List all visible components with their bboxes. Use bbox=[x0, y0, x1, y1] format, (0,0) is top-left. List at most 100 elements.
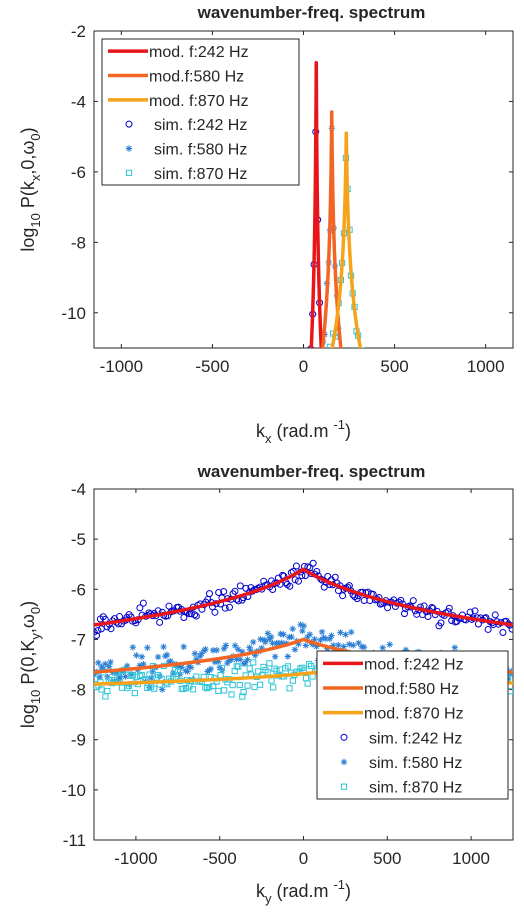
y-tick-label: -8 bbox=[71, 233, 86, 252]
data-point bbox=[363, 375, 368, 380]
legend-label: sim. f:242 Hz bbox=[154, 117, 247, 134]
data-point bbox=[206, 684, 213, 691]
data-point bbox=[306, 400, 311, 405]
data-point bbox=[299, 627, 306, 635]
data-point bbox=[371, 408, 376, 413]
data-point bbox=[235, 663, 242, 670]
data-point bbox=[156, 618, 164, 626]
data-point bbox=[308, 406, 313, 411]
data-point bbox=[297, 621, 304, 628]
data-point bbox=[288, 633, 295, 641]
data-point bbox=[313, 567, 321, 575]
data-point bbox=[250, 638, 257, 646]
data-point bbox=[320, 634, 327, 641]
data-point bbox=[364, 372, 369, 377]
data-point bbox=[289, 625, 296, 633]
data-point bbox=[304, 404, 310, 410]
data-point bbox=[324, 645, 331, 652]
data-point bbox=[385, 424, 390, 429]
data-point bbox=[236, 582, 244, 590]
data-point bbox=[286, 582, 294, 590]
data-point bbox=[250, 659, 257, 666]
data-point bbox=[226, 657, 233, 664]
legend-entry: mod.f:580 Hz bbox=[323, 681, 459, 698]
data-point bbox=[368, 382, 373, 387]
data-point bbox=[491, 611, 499, 619]
data-point bbox=[244, 656, 251, 663]
data-point bbox=[196, 652, 204, 660]
data-point bbox=[224, 659, 231, 667]
data-point bbox=[318, 628, 326, 636]
chart-1: -1000 -500 0 500 1000 -10 -8 -6 -4 -2 wavenumber-f… bbox=[18, 3, 514, 478]
legend-label: sim. f:580 Hz bbox=[154, 142, 247, 159]
data-point bbox=[137, 672, 144, 679]
data-point bbox=[377, 409, 382, 414]
data-point bbox=[301, 442, 307, 448]
data-point bbox=[291, 446, 296, 451]
data-point bbox=[313, 643, 320, 650]
data-point bbox=[506, 671, 513, 678]
legend-entry: mod. f:242 Hz bbox=[323, 656, 464, 673]
data-point bbox=[158, 686, 166, 693]
data-point bbox=[213, 646, 220, 654]
legend-label: sim. f:870 Hz bbox=[154, 166, 247, 183]
data-point bbox=[397, 455, 402, 460]
data-point bbox=[129, 644, 137, 651]
y-tick-label: -4 bbox=[71, 480, 86, 499]
data-point bbox=[140, 660, 147, 668]
data-point bbox=[215, 687, 222, 695]
data-point bbox=[394, 447, 399, 452]
x-tick-label: 500 bbox=[380, 357, 408, 376]
data-point bbox=[202, 684, 209, 691]
data-point bbox=[174, 668, 181, 675]
legend-label: mod.f:580 Hz bbox=[364, 681, 459, 698]
data-point bbox=[184, 668, 191, 675]
y-tick-label: -10 bbox=[61, 781, 86, 800]
data-point bbox=[425, 473, 430, 478]
data-point bbox=[292, 455, 298, 461]
data-point bbox=[286, 685, 293, 692]
data-point bbox=[286, 453, 291, 458]
data-point bbox=[187, 664, 195, 671]
data-point bbox=[146, 684, 153, 691]
data-point bbox=[387, 410, 392, 415]
data-point bbox=[322, 410, 328, 416]
legend-entry: mod. f:870 Hz bbox=[108, 93, 249, 110]
data-point bbox=[290, 442, 295, 447]
data-point bbox=[317, 398, 322, 403]
legend-entry: sim. f:580 Hz bbox=[340, 755, 462, 772]
data-point bbox=[409, 597, 417, 605]
data-point bbox=[348, 403, 354, 409]
legend-label: mod. f:870 Hz bbox=[149, 93, 249, 110]
data-point bbox=[113, 670, 120, 677]
data-point bbox=[116, 673, 124, 681]
data-point bbox=[451, 644, 459, 651]
data-point bbox=[98, 686, 105, 693]
data-point bbox=[270, 684, 277, 691]
data-point bbox=[228, 691, 235, 698]
y-tick-label: -7 bbox=[71, 630, 86, 649]
x-tick-label: 500 bbox=[373, 849, 401, 868]
data-point bbox=[350, 642, 357, 649]
y-tick-label: -6 bbox=[71, 580, 86, 599]
data-point bbox=[160, 643, 167, 651]
data-point bbox=[283, 456, 288, 461]
data-point bbox=[251, 652, 259, 659]
data-point bbox=[109, 669, 117, 676]
data-point bbox=[319, 356, 325, 362]
data-point bbox=[163, 651, 171, 659]
data-point bbox=[314, 376, 320, 382]
data-point bbox=[189, 686, 197, 693]
data-point bbox=[400, 610, 408, 618]
data-point bbox=[379, 644, 386, 651]
model-line bbox=[94, 567, 513, 627]
data-point bbox=[139, 599, 147, 607]
data-point bbox=[296, 441, 301, 446]
data-point bbox=[363, 451, 369, 457]
data-point bbox=[301, 447, 307, 453]
legend-label: mod. f:870 Hz bbox=[364, 706, 464, 723]
data-point bbox=[279, 571, 287, 579]
data-point bbox=[339, 351, 345, 357]
data-point bbox=[324, 367, 329, 372]
data-point bbox=[221, 604, 229, 612]
